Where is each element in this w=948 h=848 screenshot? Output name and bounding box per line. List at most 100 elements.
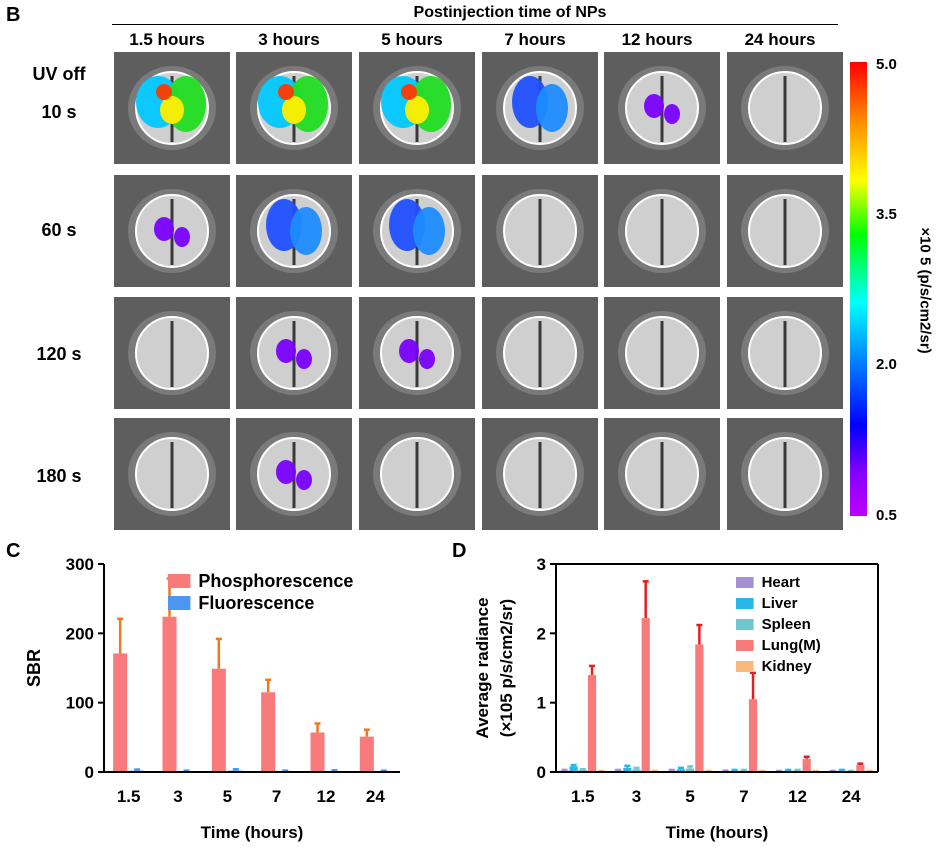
y-tick-label: 1 [537, 694, 546, 713]
bar [623, 767, 632, 772]
organ-image-tile [727, 297, 843, 409]
organ-image-tile [482, 418, 598, 530]
colorbar-tick: 5.0 [876, 56, 897, 73]
column-header: 7 hours [504, 30, 566, 49]
y-tick-label: 100 [66, 694, 94, 713]
legend-label: Phosphorescence [198, 571, 353, 591]
bar [211, 668, 226, 772]
organ-image-tile [604, 297, 720, 409]
legend-swatch [168, 596, 191, 610]
y-tick-label: 2 [537, 624, 546, 643]
column-header: 1.5 hours [129, 30, 205, 49]
colorbar-tick: 2.0 [876, 356, 897, 373]
bar [695, 644, 704, 772]
bar [113, 653, 128, 772]
grid-title: Postinjection time of NPs [413, 4, 607, 21]
colorbar [850, 62, 867, 516]
organ-image-tile [604, 52, 720, 164]
organ-image-tile [359, 297, 475, 409]
organ-image-tile [114, 175, 230, 287]
legend-swatch [736, 640, 754, 651]
chart-c: 0 100 200 300 1.5 3 5 7 12 24 Time (hours) Phosphor… [24, 555, 400, 842]
x-tick-label: 3 [632, 787, 641, 806]
x-tick-label: 1.5 [571, 787, 595, 806]
legend-label: Liver [762, 595, 798, 612]
bar [856, 765, 865, 772]
row-label: 120 s [36, 344, 82, 364]
y-tick-label: 0 [537, 763, 546, 782]
x-tick-label: 5 [685, 787, 694, 806]
column-header: 3 hours [258, 30, 320, 49]
organ-image-tile [359, 175, 475, 287]
y-tick-label: 3 [537, 555, 546, 574]
organ-image-tile [359, 418, 475, 530]
organ-image-tile [482, 175, 598, 287]
legend-swatch [736, 661, 754, 672]
x-tick-label: 24 [842, 787, 861, 806]
row-label: 10 s [41, 102, 77, 122]
column-header: 24 hours [744, 30, 816, 49]
x-tick-label: 7 [739, 787, 748, 806]
bar [641, 618, 650, 772]
organ-image-tile [604, 175, 720, 287]
legend-swatch [736, 577, 754, 588]
x-axis-label: Time (hours) [201, 823, 304, 842]
x-tick-label: 12 [317, 787, 336, 806]
organ-image-tile [359, 52, 475, 164]
y-tick-label: 300 [66, 555, 94, 574]
legend-swatch [736, 619, 754, 630]
bar [359, 736, 374, 772]
x-tick-label: 3 [173, 787, 182, 806]
bar [578, 769, 587, 772]
bar [676, 769, 686, 772]
organ-image-tile [604, 418, 720, 530]
bar [162, 616, 177, 772]
y-axis-label-line1: Average radiance [473, 597, 492, 738]
y-axis-label-line2: (×105 p/s/cm2/sr) [497, 599, 516, 737]
grid-title-underline [112, 24, 838, 25]
row-label: 180 s [36, 466, 82, 486]
y-axis-label: SBR [24, 649, 44, 687]
bar [686, 768, 695, 772]
row-label-uv-off: UV off [32, 64, 86, 84]
bar [310, 732, 325, 772]
column-header: 5 hours [381, 30, 443, 49]
colorbar-tick: 3.5 [876, 206, 897, 223]
legend-label: Spleen [762, 616, 811, 633]
bar [587, 674, 597, 772]
legend-label: Fluorescence [198, 593, 314, 613]
colorbar-unit-label: ×10 5 (p/s/cm2/sr) [916, 227, 934, 354]
legend-swatch [736, 598, 754, 609]
organ-image-tile [727, 418, 843, 530]
panel-b-letter: B [6, 4, 21, 26]
organ-image-tile [114, 297, 230, 409]
organ-image-tile [236, 297, 352, 409]
legend-swatch [168, 574, 191, 588]
bar [569, 766, 578, 772]
organ-image-tile [727, 52, 843, 164]
bar [748, 699, 758, 772]
organ-image-tile [114, 52, 230, 164]
bar [261, 692, 276, 772]
bar [802, 758, 811, 772]
column-header: 12 hours [621, 30, 693, 49]
bar [632, 769, 641, 772]
legend-label: Kidney [762, 658, 813, 675]
x-tick-label: 12 [788, 787, 807, 806]
organ-image-tile [482, 297, 598, 409]
x-tick-label: 1.5 [117, 787, 141, 806]
organ-image-tile [236, 418, 352, 530]
row-label: 60 s [41, 220, 77, 240]
x-tick-label: 5 [223, 787, 232, 806]
x-axis-label: Time (hours) [666, 823, 769, 842]
legend-label: Heart [762, 574, 800, 591]
y-tick-label: 0 [85, 763, 94, 782]
organ-image-tile [236, 52, 352, 164]
x-tick-label: 24 [366, 787, 385, 806]
y-tick-label: 200 [66, 624, 94, 643]
panel-c-letter: C [6, 540, 21, 562]
organ-image-tile [114, 418, 230, 530]
organ-image-tile [727, 175, 843, 287]
colorbar-tick: 0.5 [876, 507, 897, 524]
